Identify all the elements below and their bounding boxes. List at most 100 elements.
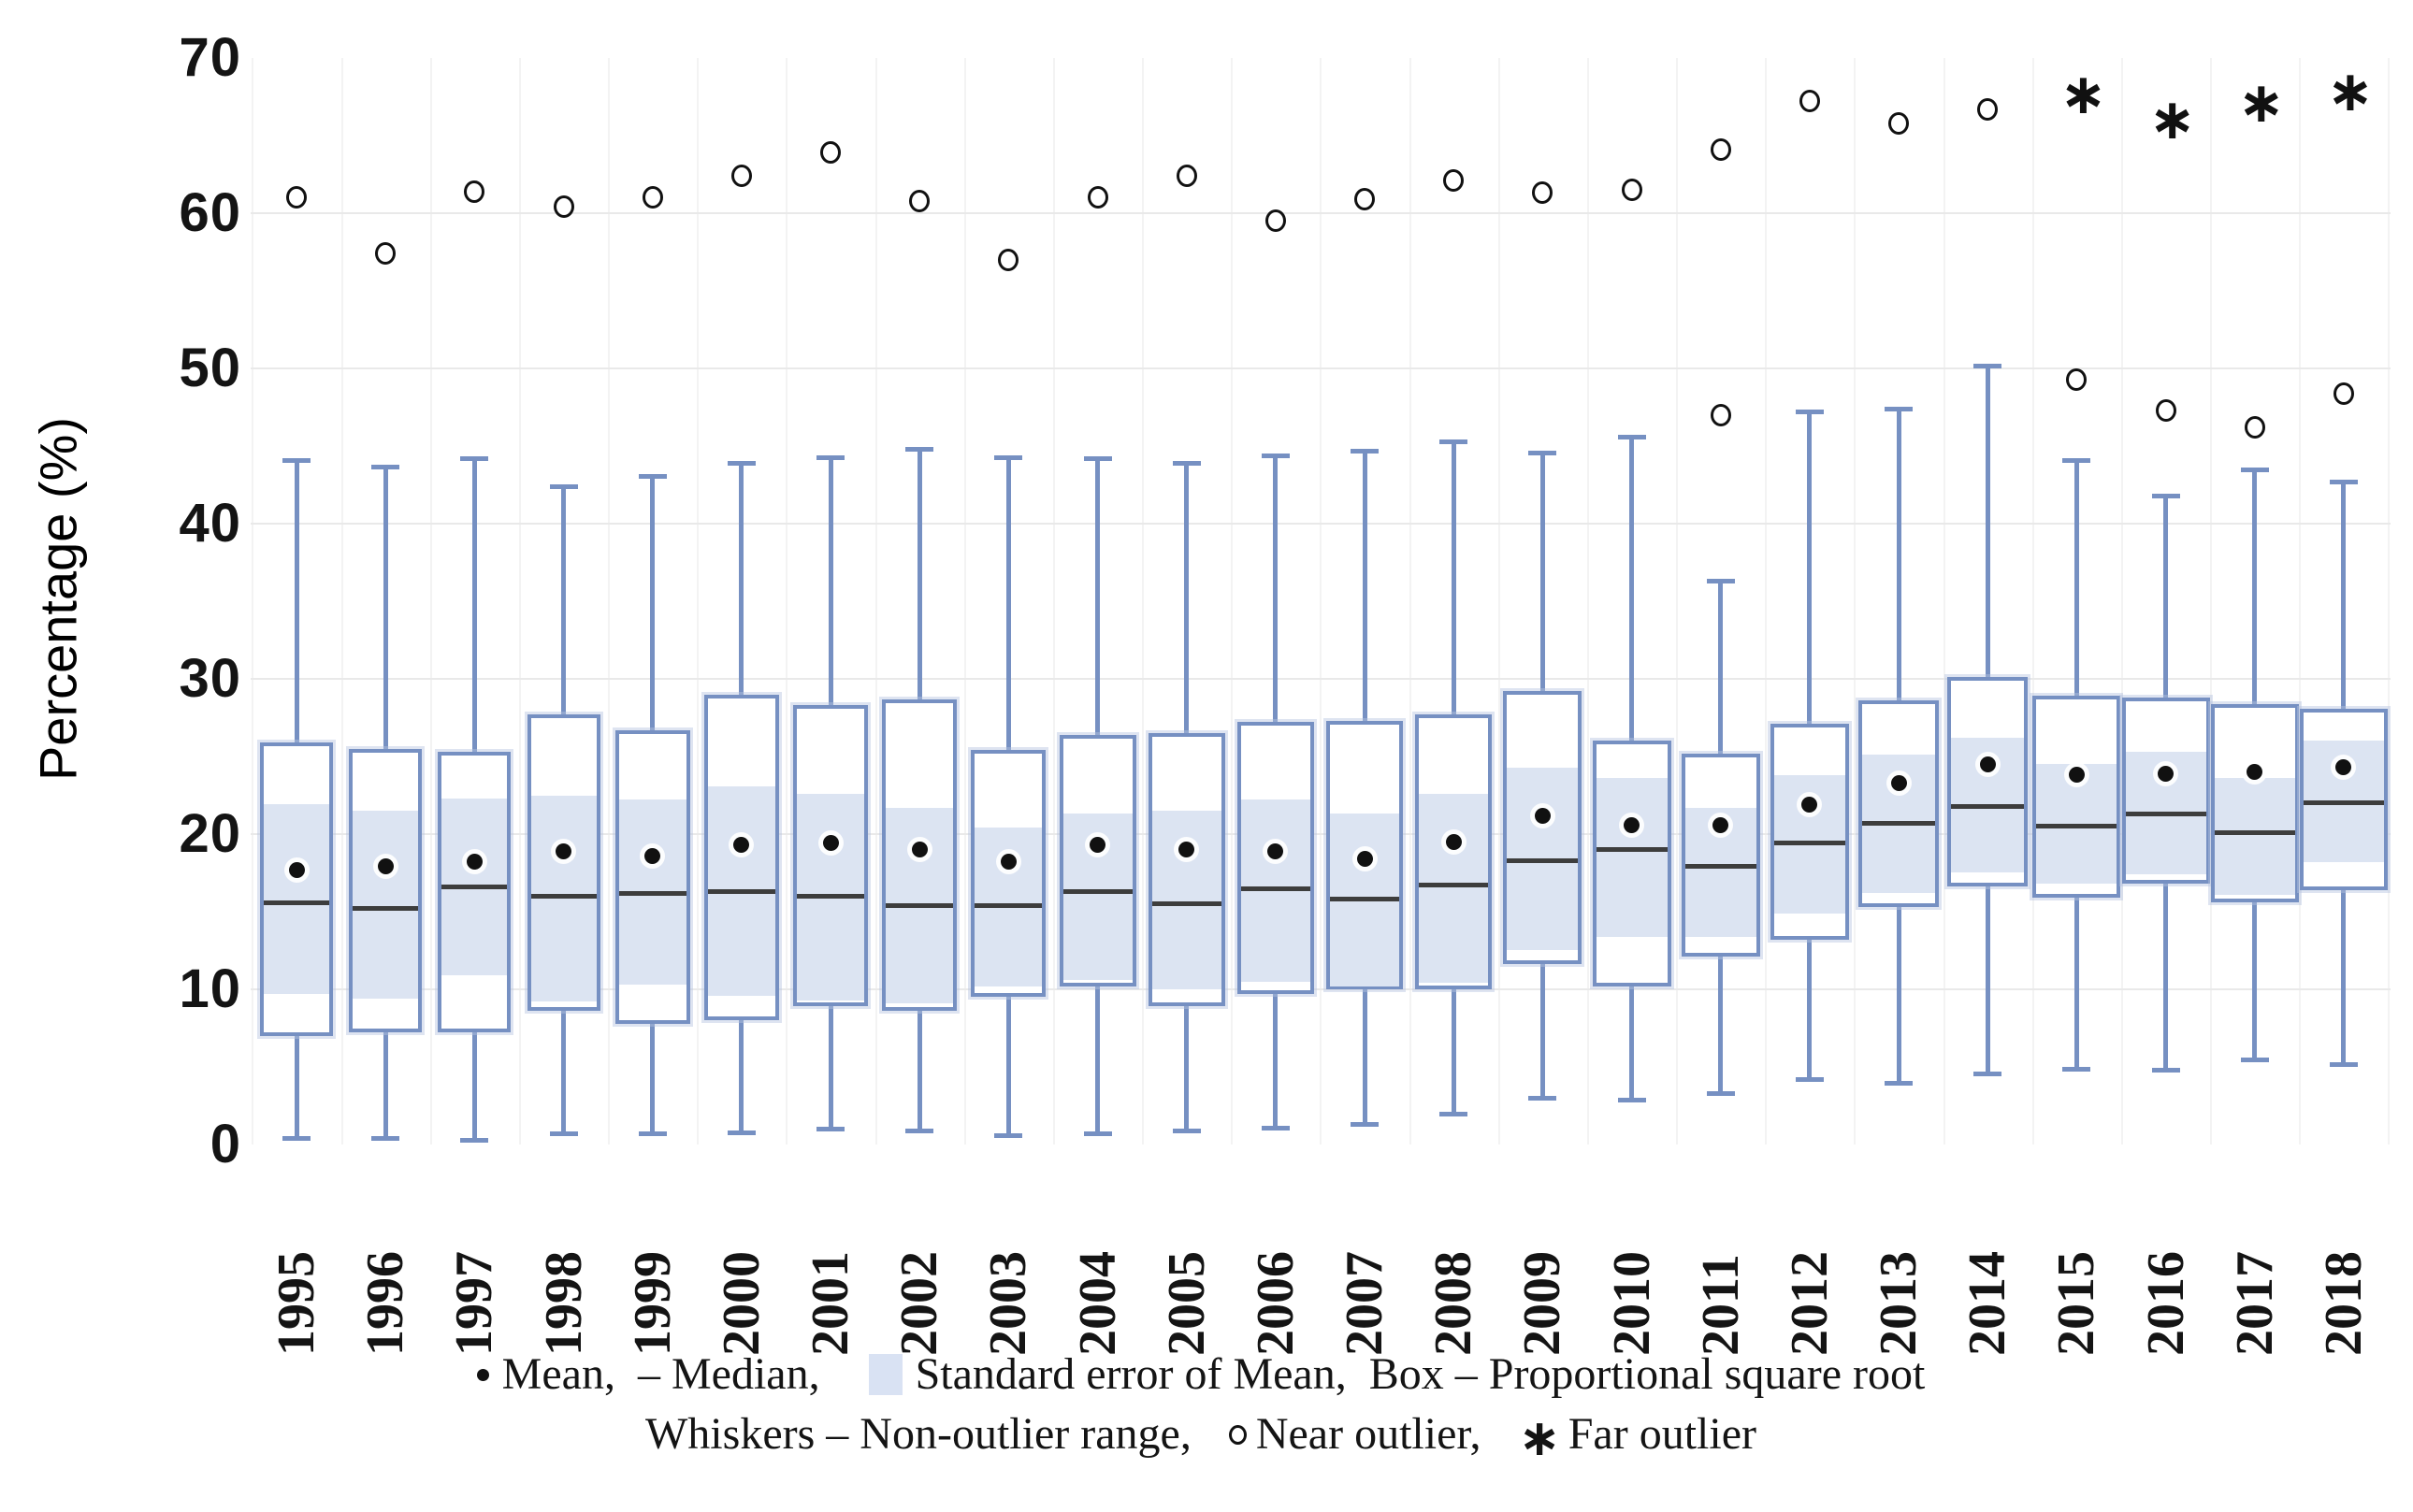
near-outlier-2012: [1799, 90, 1820, 113]
whisker-upper-cap-2006: [1261, 453, 1290, 458]
whisker-lower-stem-2001: [828, 1006, 833, 1130]
whisker-upper-cap-2016: [2151, 494, 2180, 499]
median-line-1995: [264, 900, 329, 905]
x-tick-label-2014: 2014: [1958, 1251, 2017, 1356]
whisker-upper-cap-1996: [371, 464, 400, 469]
legend-line-1: Mean, – Median, Standard error of Mean, B…: [0, 1345, 2413, 1404]
whisker-upper-stem-2016: [2163, 496, 2169, 698]
whisker-lower-cap-2012: [1795, 1077, 1824, 1083]
whisker-upper-cap-1999: [638, 473, 667, 479]
whisker-lower-cap-1999: [638, 1131, 667, 1137]
se-band-2017: [2214, 778, 2295, 895]
whisker-upper-cap-2018: [2329, 480, 2358, 485]
whisker-upper-stem-1998: [561, 486, 566, 715]
whisker-lower-cap-2015: [2062, 1066, 2091, 1072]
x-tick-label-1996: 1996: [356, 1251, 415, 1356]
mean-dot-2018: [2335, 759, 2352, 776]
vertical-gridline: [252, 58, 254, 1145]
whisker-upper-stem-2001: [828, 456, 833, 706]
whisker-upper-stem-1997: [471, 458, 477, 752]
near-outlier-2008: [1443, 169, 1465, 193]
whisker-lower-cap-2008: [1439, 1111, 1468, 1116]
whisker-lower-stem-2016: [2163, 884, 2169, 1071]
median-line-2008: [1419, 883, 1489, 888]
whisker-upper-cap-2015: [2062, 457, 2091, 463]
median-line-2009: [1507, 857, 1579, 863]
vertical-gridline: [1142, 58, 1145, 1145]
vertical-gridline: [1854, 58, 1857, 1145]
median-line-2000: [707, 888, 775, 894]
whisker-upper-stem-2005: [1184, 463, 1190, 734]
whisker-upper-cap-2012: [1795, 410, 1824, 415]
vertical-gridline: [874, 58, 877, 1145]
legend-whiskers-label: Whiskers – Non-outlier range,: [645, 1409, 1192, 1459]
whisker-lower-stem-1998: [561, 1011, 566, 1134]
mean-dot-2000: [733, 837, 750, 854]
x-tick-label-2004: 2004: [1068, 1251, 1127, 1356]
mean-dot-2015: [2068, 767, 2085, 784]
vertical-gridline: [1765, 58, 1768, 1145]
whisker-upper-stem-2000: [739, 463, 744, 695]
whisker-upper-cap-2013: [1885, 407, 1914, 412]
whisker-lower-stem-2018: [2341, 889, 2347, 1064]
legend-line-2: Whiskers – Non-outlier range, Near outli…: [0, 1404, 2413, 1467]
whisker-upper-cap-2004: [1083, 456, 1112, 462]
whisker-upper-stem-2003: [1005, 456, 1011, 751]
legend: Mean, – Median, Standard error of Mean, B…: [0, 1345, 2413, 1467]
y-tick-label-70: 70: [179, 27, 241, 88]
whisker-upper-cap-2008: [1439, 439, 1468, 445]
y-tick-label-30: 30: [179, 648, 241, 709]
whisker-lower-stem-2004: [1095, 986, 1101, 1134]
near-outlier-2003: [998, 248, 1019, 271]
horizontal-gridline-10: [251, 988, 2391, 990]
near-outlier-icon: [1228, 1425, 1247, 1446]
vertical-gridline: [2299, 58, 2302, 1145]
whisker-lower-stem-1996: [383, 1032, 388, 1139]
near-outlier-2002: [909, 189, 931, 212]
median-line-2004: [1062, 888, 1133, 894]
whisker-lower-cap-2009: [1528, 1096, 1557, 1102]
whisker-lower-cap-2000: [727, 1130, 756, 1135]
whisker-lower-stem-2010: [1629, 986, 1635, 1100]
whisker-upper-cap-2009: [1528, 450, 1557, 455]
near-outlier-2017: [2244, 416, 2265, 439]
x-tick-label-2016: 2016: [2136, 1251, 2195, 1356]
whisker-lower-stem-2015: [2073, 898, 2079, 1069]
horizontal-gridline-20: [251, 833, 2391, 835]
median-line-2011: [1684, 864, 1756, 870]
vertical-gridline: [1943, 58, 1945, 1145]
median-line-2018: [2303, 800, 2384, 806]
median-line-2015: [2036, 824, 2117, 829]
vertical-gridline: [608, 58, 611, 1145]
median-line-2001: [797, 893, 865, 899]
whisker-lower-stem-2011: [1718, 957, 1724, 1094]
median-line-2014: [1951, 803, 2025, 809]
vertical-gridline: [518, 58, 521, 1145]
whisker-lower-cap-2002: [905, 1129, 934, 1134]
mean-dot-1996: [377, 858, 394, 875]
x-tick-label-2011: 2011: [1691, 1254, 1750, 1356]
x-tick-label-2007: 2007: [1336, 1251, 1394, 1356]
vertical-gridline: [1409, 58, 1411, 1145]
y-tick-label-50: 50: [179, 338, 241, 398]
whisker-lower-cap-2010: [1617, 1097, 1646, 1102]
whisker-upper-stem-2015: [2073, 459, 2079, 697]
x-tick-label-2015: 2015: [2047, 1251, 2106, 1356]
median-line-1998: [530, 893, 597, 899]
y-tick-label-0: 0: [210, 1114, 241, 1174]
whisker-upper-stem-2011: [1718, 581, 1724, 754]
median-line-2017: [2214, 829, 2295, 835]
whisker-upper-cap-2005: [1172, 461, 1201, 467]
median-line-2010: [1596, 847, 1668, 853]
whisker-upper-cap-2014: [1973, 363, 2002, 368]
whisker-lower-cap-2011: [1706, 1091, 1735, 1097]
whisker-lower-stem-2005: [1184, 1006, 1190, 1131]
near-outlier-1998: [553, 195, 574, 219]
whisker-lower-stem-1997: [471, 1032, 477, 1140]
mean-dot-2001: [822, 835, 839, 852]
whisker-upper-stem-2004: [1095, 458, 1101, 735]
mean-dot-2007: [1356, 851, 1373, 868]
se-band-2005: [1151, 811, 1221, 989]
whisker-lower-stem-2009: [1539, 964, 1545, 1099]
x-tick-label-1995: 1995: [267, 1251, 325, 1356]
